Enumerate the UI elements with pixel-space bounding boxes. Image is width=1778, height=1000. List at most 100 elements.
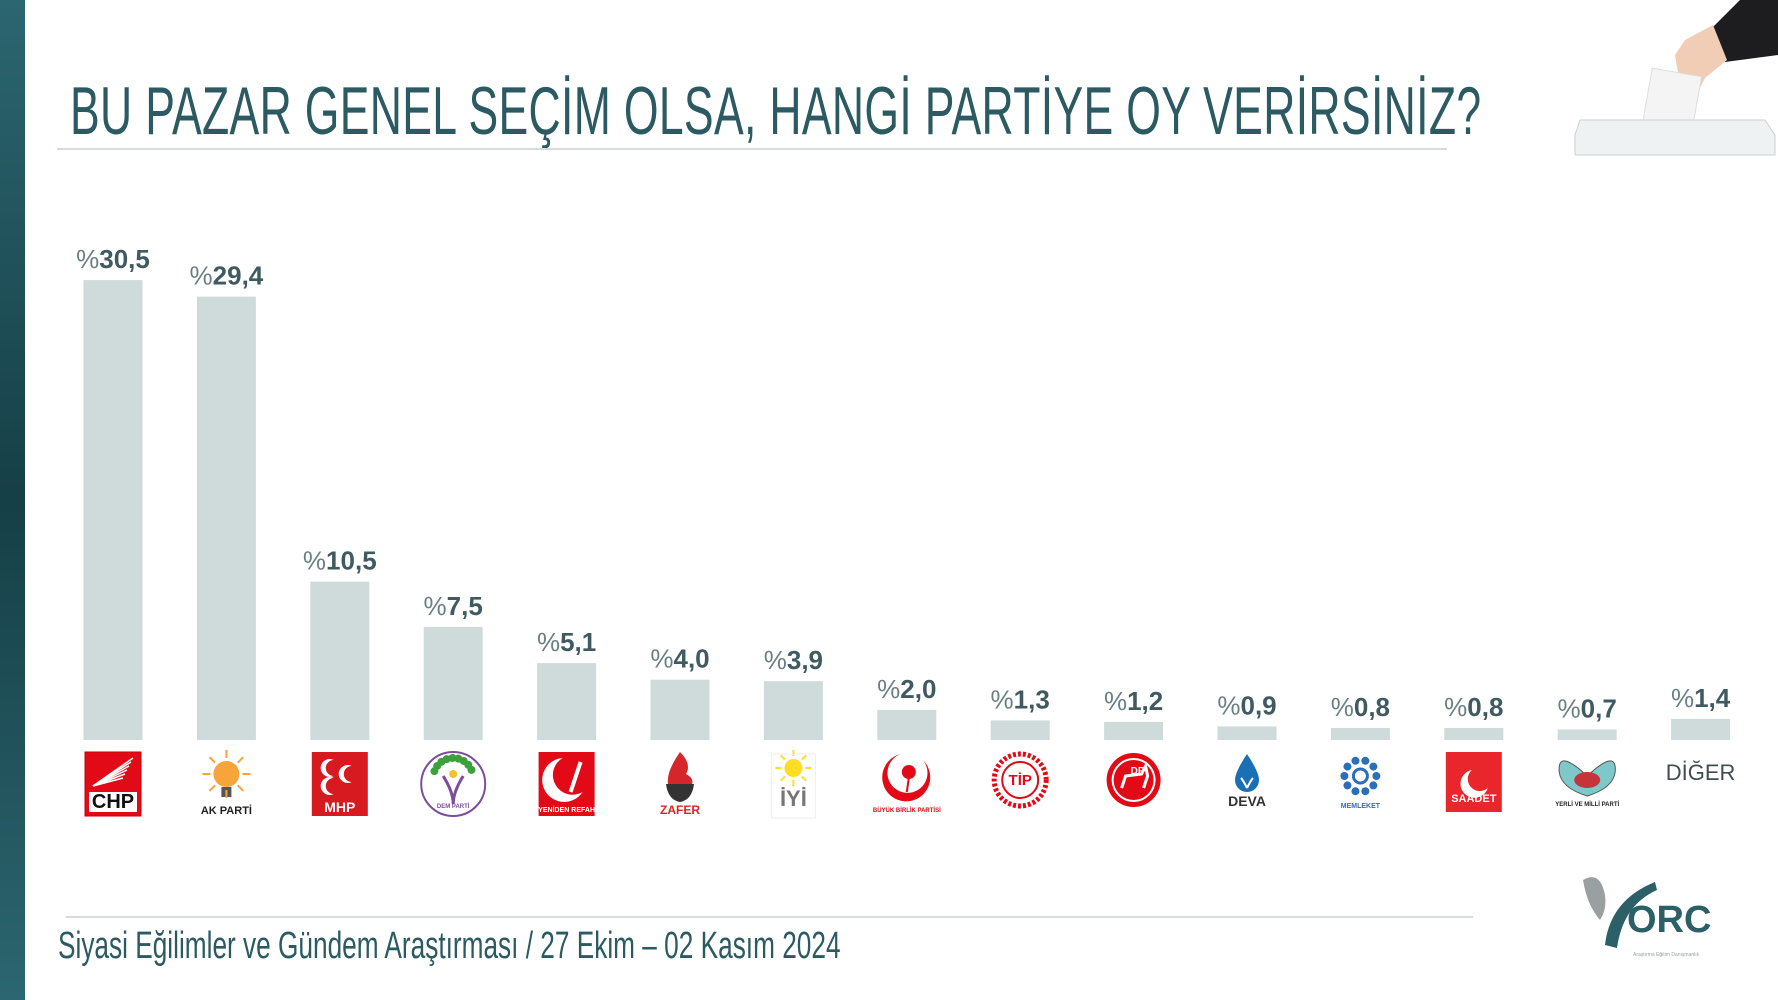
orc-logo-leaf-grey [1583, 877, 1606, 920]
data-label-value: 0,8 [1354, 692, 1390, 722]
data-label-value: 1,4 [1694, 683, 1731, 713]
category-label: DP [1131, 766, 1145, 777]
category-label: DEM PARTİ [437, 803, 470, 810]
data-label-prefix: % [1104, 686, 1127, 716]
data-label-value: 1,3 [1014, 684, 1050, 714]
data-label-value: 30,5 [99, 244, 150, 274]
ballot-box [1574, 119, 1776, 156]
data-label: %29,4 [190, 261, 264, 291]
data-label-value: 4,0 [673, 644, 709, 674]
data-label: %0,7 [1558, 693, 1617, 723]
category-label: BÜYÜK BİRLİK PARTİSİ [873, 807, 941, 814]
data-label-prefix: % [303, 546, 326, 576]
bar [1104, 721, 1164, 740]
party-logo: YERLİ VE MİLLİ PARTİ [1555, 760, 1619, 808]
party-logo: DP [1106, 753, 1161, 807]
bar [537, 663, 597, 740]
orc-logo-subtext: Araştırma Eğitim Danışmanlık [1633, 952, 1700, 958]
data-label: %1,2 [1104, 686, 1163, 716]
party-logo: CHP [84, 751, 142, 817]
data-label-prefix: % [190, 261, 213, 291]
bar [1671, 718, 1731, 740]
data-label: %30,5 [76, 244, 150, 274]
bar [763, 681, 823, 740]
data-label: %0,9 [1217, 690, 1276, 720]
category-label: ZAFER [660, 803, 700, 817]
ballot-box-illustration [1574, 0, 1778, 156]
category-label: MEMLEKET [1341, 803, 1381, 810]
category-label: SAADET [1451, 793, 1497, 805]
category-label: AK PARTİ [201, 804, 252, 817]
data-label: %4,0 [650, 644, 709, 674]
category-label: YERLİ VE MİLLİ PARTİ [1555, 801, 1619, 808]
orc-logo-leaf-teal [1605, 882, 1657, 948]
data-label-value: 29,4 [213, 261, 264, 291]
data-label: %1,4 [1671, 683, 1731, 713]
bar [1217, 726, 1277, 740]
data-label-value: 10,5 [326, 546, 377, 576]
category-label: MHP [324, 799, 355, 815]
data-label: %1,3 [991, 684, 1050, 714]
party-logo: DEVA [1228, 754, 1266, 809]
party-logo: DEM PARTİ [420, 751, 487, 817]
left-accent-bar [0, 0, 25, 1000]
data-label-prefix: % [1671, 683, 1694, 713]
data-label-prefix: % [1558, 693, 1581, 723]
category-label: DİĞER [1666, 760, 1736, 785]
page-title: BU PAZAR GENEL SEÇİM OLSA, HANGİ PARTİYE… [70, 73, 1482, 149]
category-label: CHP [92, 791, 134, 813]
footer-source: Siyasi Eğilimler ve Gündem Araştırması /… [58, 925, 841, 967]
data-label: %10,5 [303, 546, 377, 576]
data-label-value: 0,7 [1581, 693, 1617, 723]
data-label-value: 1,2 [1127, 686, 1163, 716]
bar [83, 280, 143, 740]
bar [650, 679, 710, 740]
bar [310, 581, 370, 740]
bar [877, 709, 937, 740]
data-label: %7,5 [424, 591, 483, 621]
data-label-value: 7,5 [447, 591, 483, 621]
data-label-value: 0,9 [1240, 690, 1276, 720]
category-label: YENİDEN REFAH [538, 806, 595, 814]
data-label: %5,1 [537, 627, 596, 657]
category-label: İYİ [780, 786, 807, 811]
data-label-prefix: % [424, 591, 447, 621]
bar [1557, 729, 1617, 740]
data-label-prefix: % [76, 244, 99, 274]
data-label-value: 3,9 [787, 645, 823, 675]
footer-divider [66, 916, 1473, 918]
data-label: %0,8 [1331, 692, 1390, 722]
suit-sleeve [1710, 0, 1778, 62]
party-logo: İYİ [770, 750, 816, 819]
data-label-value: 5,1 [560, 627, 596, 657]
party-logo: YENİDEN REFAH [538, 752, 595, 816]
bar [1330, 727, 1390, 740]
orc-logo-text: ORC [1627, 899, 1711, 941]
data-label-prefix: % [877, 674, 900, 704]
party-logo: BÜYÜK BİRLİK PARTİSİ [873, 754, 941, 814]
data-label-prefix: % [1217, 690, 1240, 720]
category-label: DEVA [1228, 793, 1266, 809]
data-label-prefix: % [764, 645, 787, 675]
category-label: TİP [1009, 772, 1032, 789]
data-label-prefix: % [537, 627, 560, 657]
bar [990, 720, 1050, 740]
party-logo: MHP [311, 752, 368, 816]
data-label-prefix: % [1444, 692, 1467, 722]
data-label: %0,8 [1444, 692, 1503, 722]
bar [423, 626, 483, 740]
party-logo: TİP [991, 751, 1049, 809]
party-logo: SAADET [1445, 752, 1502, 812]
data-label-value: 0,8 [1467, 692, 1503, 722]
party-logo: MEMLEKET [1340, 756, 1381, 810]
orc-logo: ORC Araştırma Eğitim Danışmanlık [1583, 877, 1711, 958]
bar [1444, 727, 1504, 740]
data-label-prefix: % [991, 684, 1014, 714]
data-label-prefix: % [650, 644, 673, 674]
party-logo: DİĞER [1666, 760, 1736, 785]
data-label-value: 2,0 [900, 674, 936, 704]
title-divider [57, 148, 1447, 150]
party-logo: ZAFER [660, 752, 700, 817]
data-label-prefix: % [1331, 692, 1354, 722]
